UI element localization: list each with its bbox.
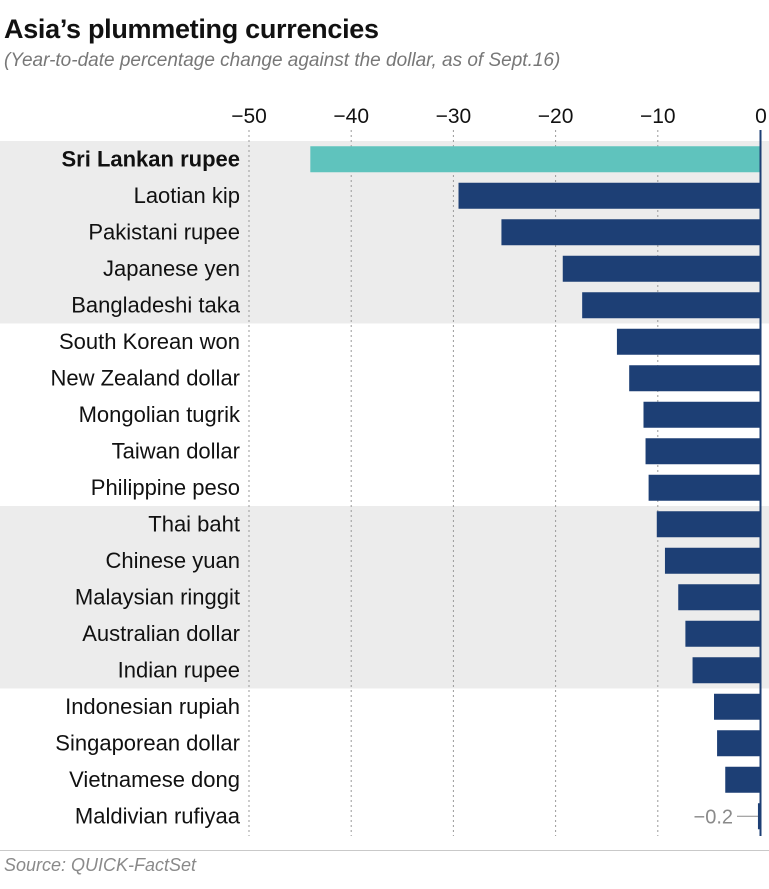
- category-label: Thai baht: [148, 511, 240, 536]
- category-label: Mongolian tugrik: [79, 402, 241, 427]
- category-label: Chinese yuan: [105, 548, 240, 573]
- category-label: Bangladeshi taka: [71, 292, 241, 317]
- bar: [685, 620, 760, 647]
- category-label: New Zealand dollar: [50, 365, 240, 390]
- x-tick-label: 0: [755, 105, 767, 128]
- chart-subtitle: (Year-to-date percentage change against …: [4, 50, 561, 71]
- bar: [757, 803, 760, 830]
- category-label: Philippine peso: [91, 475, 240, 500]
- category-label: Taiwan dollar: [112, 438, 240, 463]
- annotation-label: −0.2: [694, 806, 733, 828]
- x-tick-label: −20: [538, 105, 574, 128]
- x-tick-label: −50: [231, 105, 267, 128]
- bar: [629, 365, 760, 392]
- category-label: Laotian kip: [134, 183, 240, 208]
- row-band-1: [0, 506, 769, 689]
- category-label: Singaporean dollar: [55, 730, 240, 755]
- category-label: Indonesian rupiah: [65, 694, 240, 719]
- category-label: Indian rupee: [118, 657, 240, 682]
- category-label: Pakistani rupee: [88, 219, 240, 244]
- chart-title: Asia’s plummeting currencies: [4, 14, 379, 44]
- category-label: Japanese yen: [103, 256, 240, 281]
- source-divider: [0, 850, 769, 851]
- x-tick-label: −30: [436, 105, 472, 128]
- bar: [656, 511, 760, 538]
- category-label: South Korean won: [59, 329, 240, 354]
- bar: [678, 584, 760, 611]
- bar: [562, 255, 760, 282]
- category-label: Malaysian ringgit: [75, 584, 240, 609]
- category-label: Sri Lankan rupee: [61, 146, 240, 171]
- chart-source: Source: QUICK-FactSet: [4, 855, 197, 875]
- bar: [648, 474, 760, 501]
- x-tick-label: −40: [333, 105, 369, 128]
- bar: [501, 219, 760, 246]
- category-label: Maldivian rufiyaa: [75, 803, 241, 828]
- bar: [725, 766, 760, 793]
- category-label: Vietnamese dong: [69, 767, 240, 792]
- bar: [714, 693, 760, 720]
- bar-chart: −50 −40 −30 −20 −10 0 Sri Lankan rupee Laotian …: [0, 105, 769, 836]
- bar: [458, 182, 760, 209]
- bar: [643, 401, 760, 428]
- bar: [645, 438, 760, 465]
- bar: [664, 547, 760, 574]
- bar: [616, 328, 760, 355]
- bar: [717, 730, 760, 757]
- category-label: Australian dollar: [82, 621, 240, 646]
- bar: [310, 146, 760, 173]
- x-tick-label: −10: [640, 105, 676, 128]
- bar: [582, 292, 760, 319]
- bar: [692, 657, 760, 684]
